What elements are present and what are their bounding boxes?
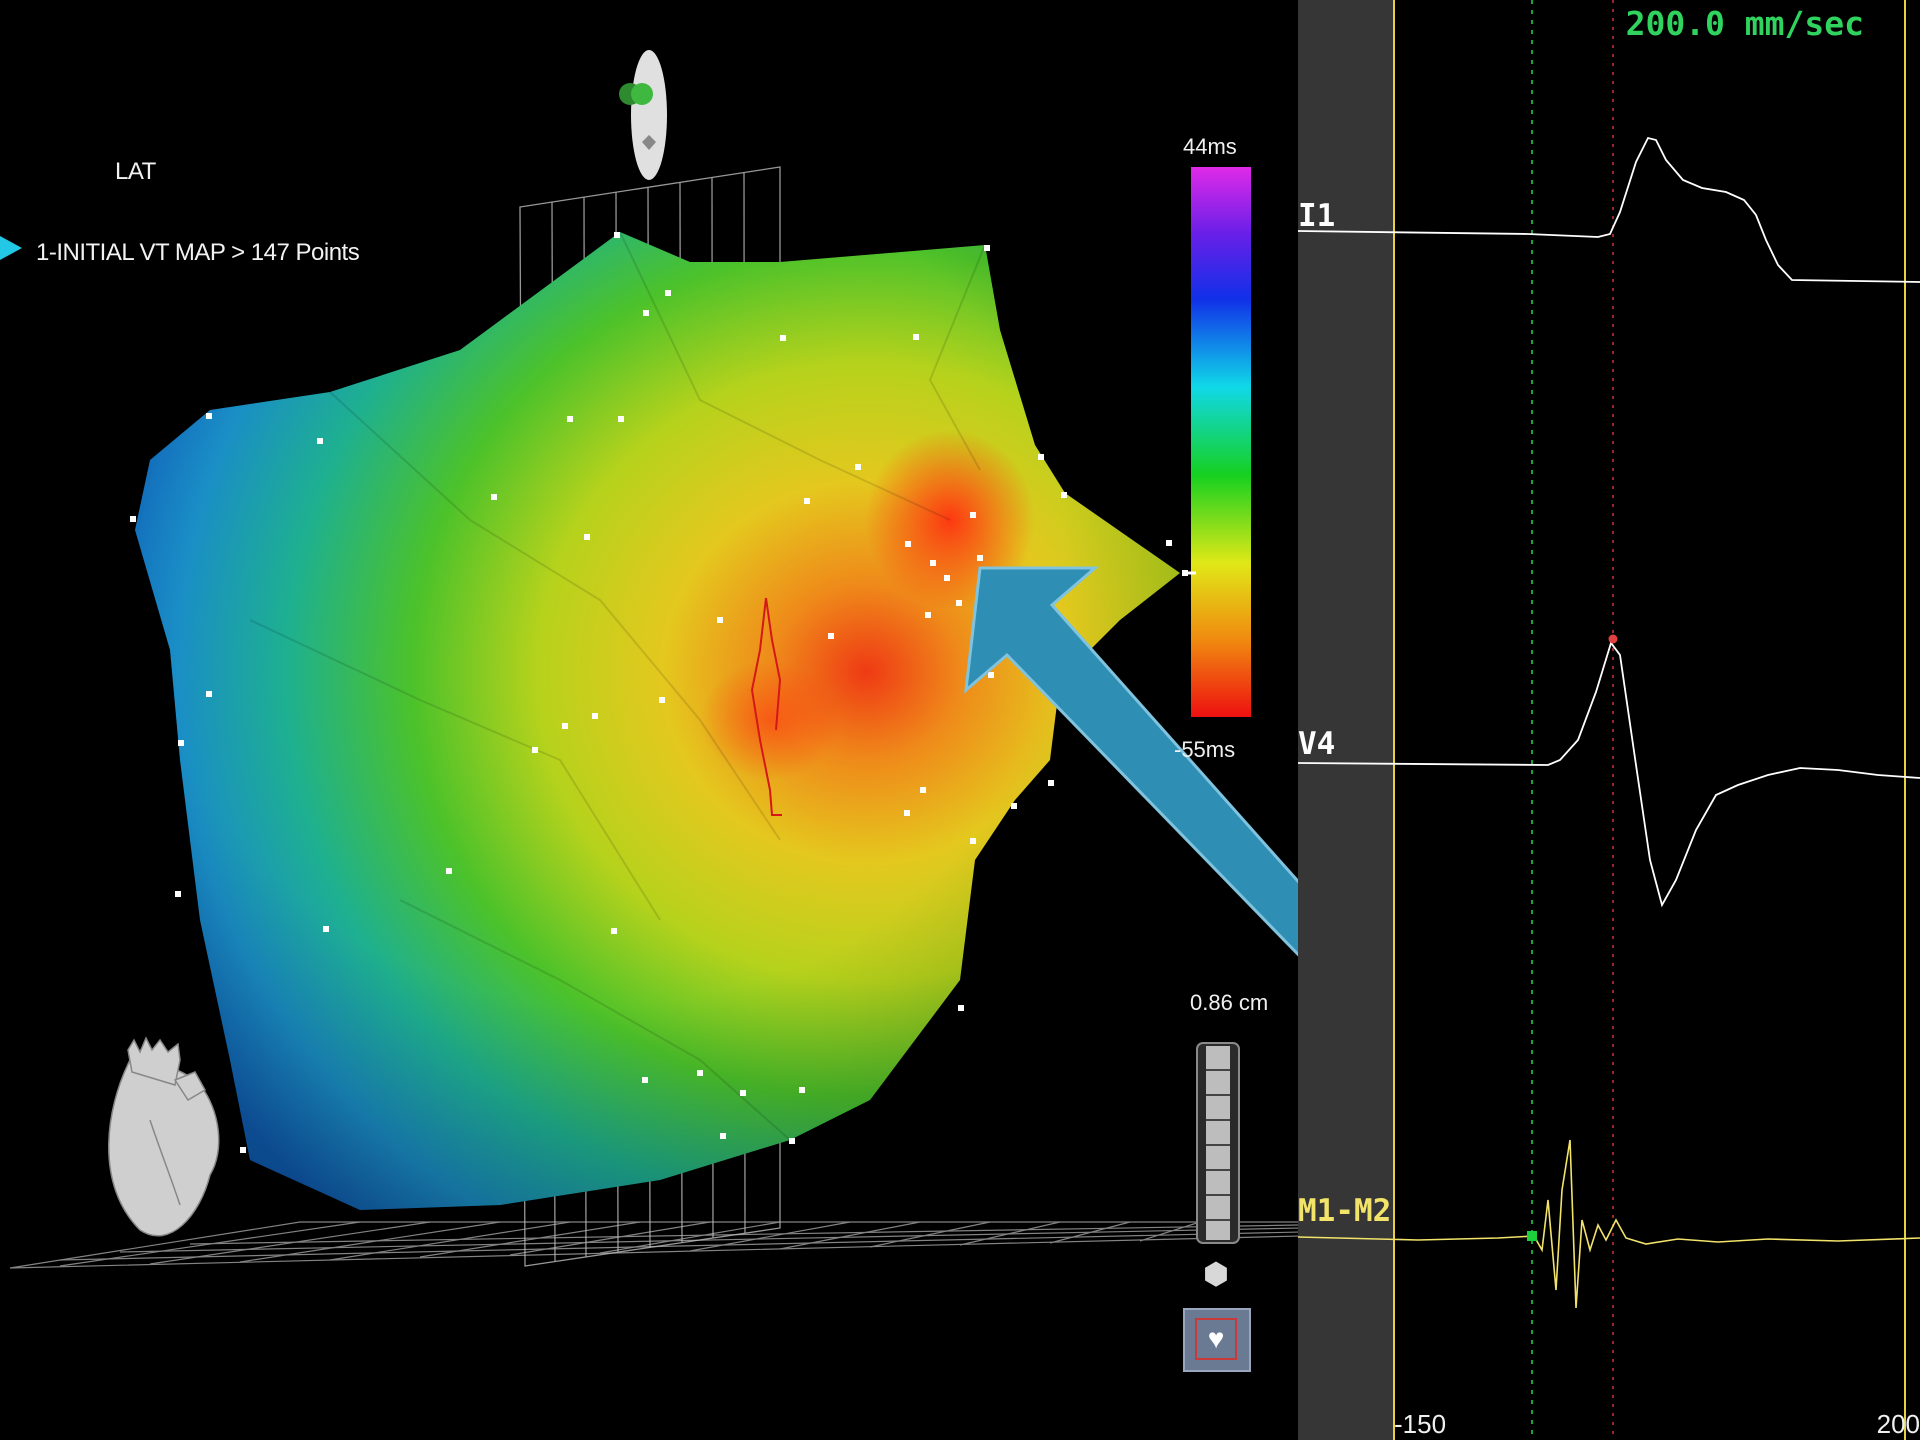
lead-label-v4[interactable]: V4 [1298,726,1336,762]
colorbar-min-label: -55ms [1174,737,1236,762]
mapping-points [130,232,1188,1153]
catheter-trace [750,597,782,816]
annotation-arrow [964,566,1298,957]
lat-color-bar [1191,167,1251,717]
ecg-trace-i1 [1298,136,1920,283]
sweep-speed-label[interactable]: 200.0 mm/sec [1625,4,1864,43]
time-axis-left-label: -150 [1394,1409,1447,1439]
ecg-label-gutter [1298,0,1394,1440]
orientation-widget-icon[interactable] [619,50,667,180]
time-axis-right-label: 200 [1876,1409,1920,1439]
mode-label: LAT [115,158,156,185]
map-pointer-icon [0,236,22,260]
heart-model-icon [108,1036,220,1237]
ecg-trace-v4 [1298,641,1920,908]
reference-marker [1527,1231,1537,1241]
hexagon-icon[interactable]: ⬢ [1202,1258,1230,1291]
lat-marker [1608,634,1618,644]
map-name-label[interactable]: 1-INITIAL VT MAP > 147 Points [36,239,360,266]
zoom-scale-label: 0.86 cm [1190,990,1269,1015]
floor-grid [9,1221,1298,1269]
ecg-panel[interactable]: 200.0 mm/sec I1 V4 M1-M2 -150 200 [1298,0,1920,1440]
ecg-canvas [1298,0,1920,1440]
ecg-trace-m1-m2 [1298,1139,1920,1309]
colorbar-max-label: 44ms [1183,134,1237,159]
lead-label-m1-m2[interactable]: M1-M2 [1298,1193,1392,1229]
heart-view-button[interactable]: ♥ [1183,1308,1251,1372]
lead-label-i1[interactable]: I1 [1298,198,1336,234]
map-view[interactable]: LAT 1-INITIAL VT MAP > 147 Points 44ms -… [0,0,1298,1440]
heart-icon: ♥ [1195,1318,1237,1360]
map-canvas[interactable] [0,0,1298,1440]
zoom-scale-slider[interactable] [1196,1042,1240,1244]
lat-surface[interactable] [135,231,1180,1210]
